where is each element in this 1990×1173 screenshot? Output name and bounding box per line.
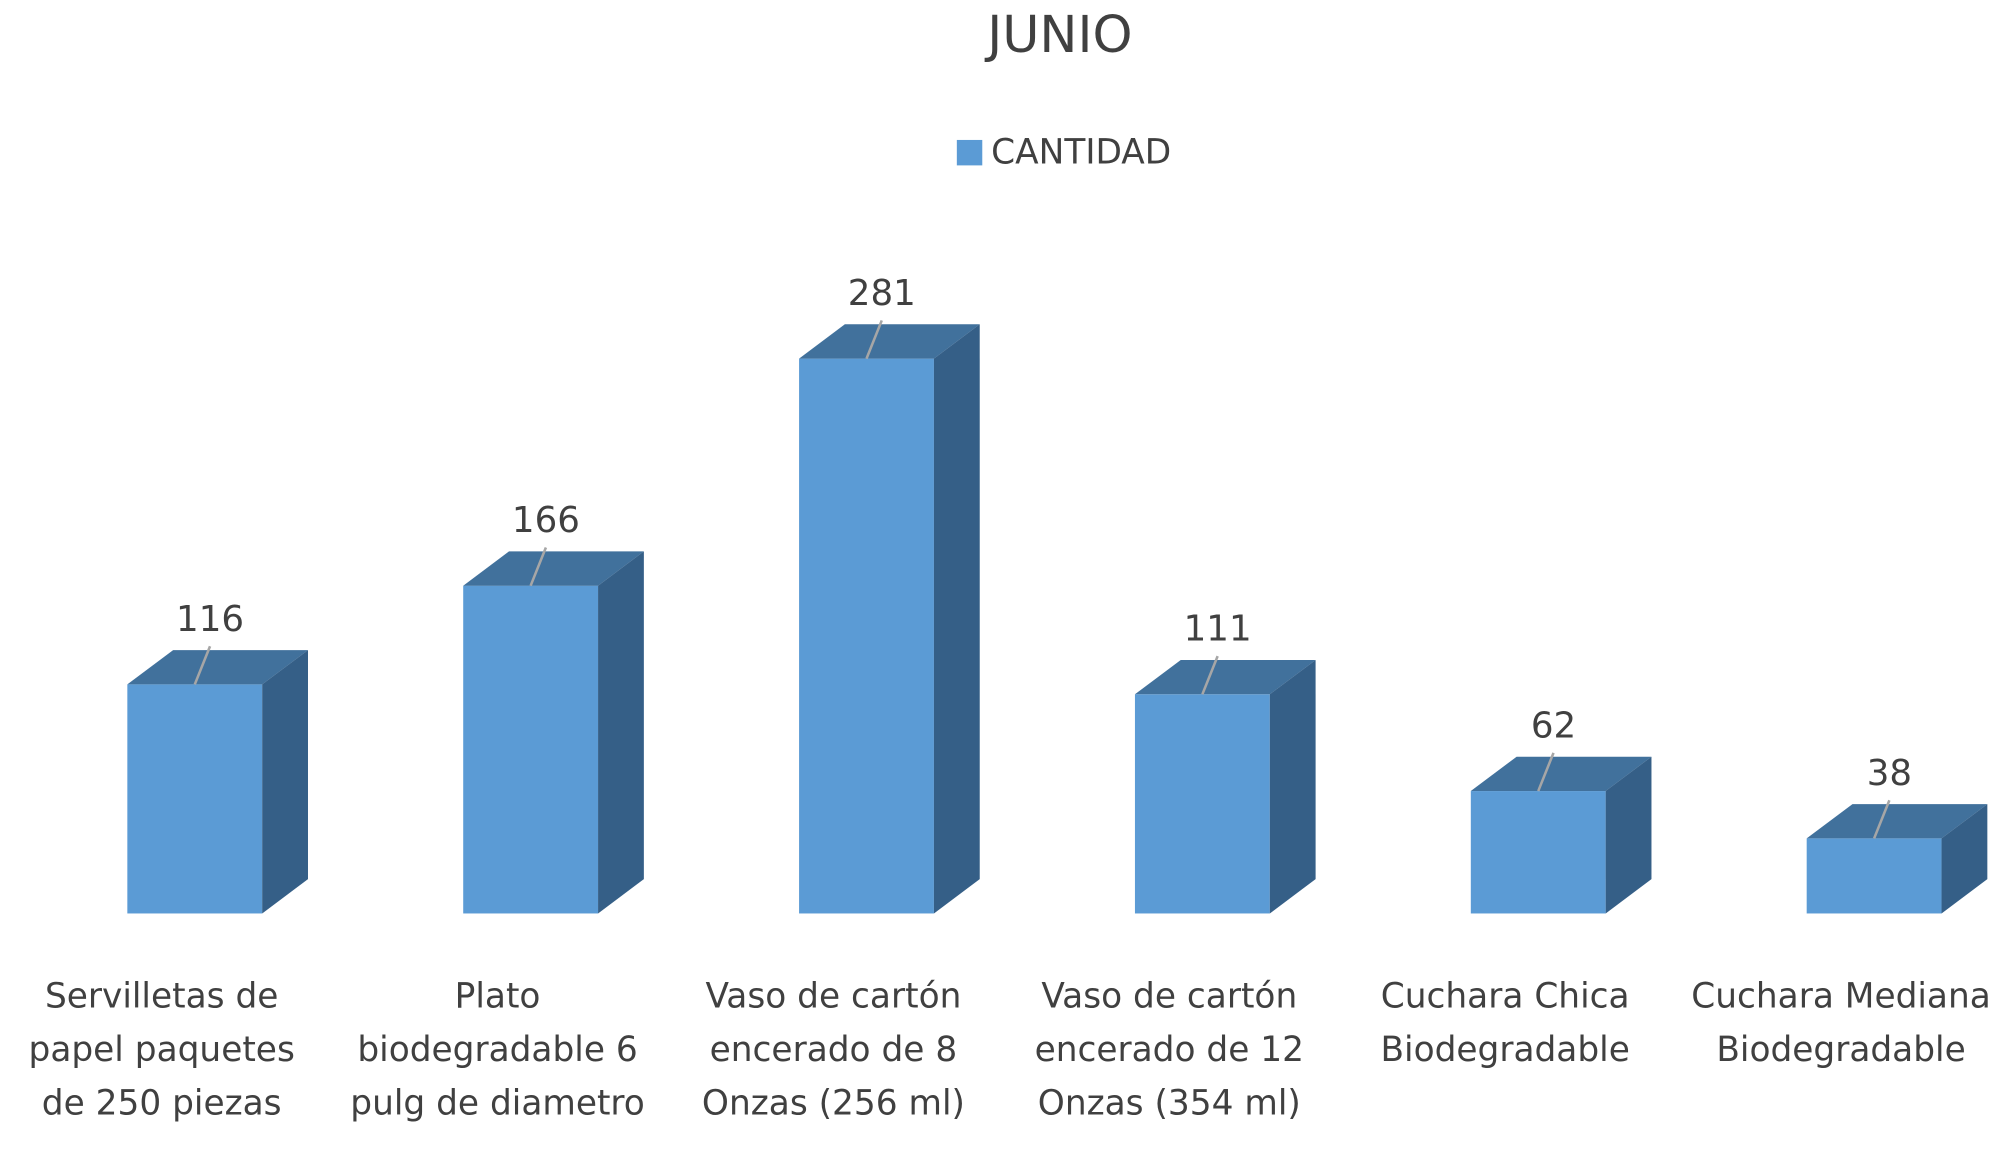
legend-label: CANTIDAD <box>991 132 1171 172</box>
data-label: 111 <box>1184 609 1252 650</box>
bar <box>1806 804 1988 914</box>
x-tick-label: Cuchara Chica Biodegradable <box>1380 977 1630 1070</box>
bar <box>1134 659 1316 914</box>
bar-top <box>1470 756 1652 792</box>
bar-side <box>262 650 308 914</box>
bar-top <box>127 650 308 685</box>
bar-front <box>1134 694 1270 914</box>
leader-line <box>1537 752 1555 792</box>
bar-side <box>598 551 644 914</box>
bar-top <box>1134 659 1316 695</box>
leader-line <box>529 547 548 587</box>
data-label: 166 <box>512 500 580 541</box>
leader-line <box>1872 799 1891 839</box>
data-label: 62 <box>1531 705 1576 746</box>
bar-side <box>1269 659 1316 914</box>
bar-front <box>1806 838 1942 914</box>
x-tick-label: Vaso de cartón encerado de 8 Onzas (256 … <box>701 977 965 1124</box>
bar-front <box>127 684 263 914</box>
bar-side <box>1605 756 1652 914</box>
bar-side <box>933 324 980 914</box>
data-label: 281 <box>848 273 916 314</box>
chart-title: JUNIO <box>984 5 1132 64</box>
bar <box>1470 756 1652 914</box>
bar <box>127 650 308 914</box>
leader-line <box>1201 655 1219 695</box>
bar-top <box>463 551 644 586</box>
x-tick-label: Servilletas de papel paquetes de 250 pie… <box>28 977 295 1124</box>
bar-front <box>1470 791 1606 914</box>
x-tick-label-box: Cuchara Chica Biodegradable <box>1380 977 1630 1070</box>
x-tick-label-box: Plato biodegradable 6 pulg de diametro <box>350 977 645 1124</box>
x-tick-label-box: Vaso de cartón encerado de 12 Onzas (354… <box>1034 977 1304 1124</box>
x-tick-label-box: Cuchara Mediana Biodegradable <box>1691 977 1990 1070</box>
x-tick-label: Vaso de cartón encerado de 12 Onzas (354… <box>1034 977 1304 1124</box>
leader-line <box>193 645 212 685</box>
bar-front <box>799 358 934 914</box>
x-tick-label: Cuchara Mediana Biodegradable <box>1691 977 1990 1070</box>
bar-top <box>1806 804 1988 839</box>
data-label: 116 <box>176 599 244 640</box>
x-tick-label-box: Servilletas de papel paquetes de 250 pie… <box>28 977 295 1124</box>
bar <box>463 551 644 914</box>
legend-swatch <box>956 139 983 166</box>
x-tick-label-box: Vaso de cartón encerado de 8 Onzas (256 … <box>701 977 965 1124</box>
leader-line <box>865 319 883 360</box>
bar-top <box>799 324 980 359</box>
bar-side <box>1941 804 1988 914</box>
data-label: 38 <box>1867 753 1912 794</box>
x-tick-label: Plato biodegradable 6 pulg de diametro <box>350 977 645 1124</box>
bar <box>799 324 980 914</box>
bar-front <box>463 585 599 914</box>
